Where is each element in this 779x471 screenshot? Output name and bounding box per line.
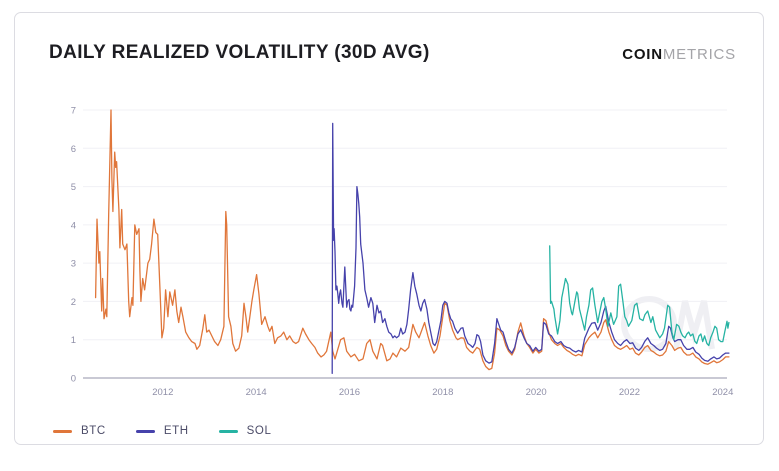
legend-label-eth: ETH xyxy=(163,425,189,437)
volatility-chart: 0 1 2 3 4 5 6 7 2012 2014 2016 2018 2020 2022 2024 xyxy=(71,106,734,399)
legend-dash-btc xyxy=(53,429,72,433)
y-tick-label: 5 xyxy=(71,182,76,193)
series-line-sol xyxy=(549,245,730,347)
coinmetrics-logo: COINMETRICS xyxy=(622,46,736,63)
x-tick-label: 2014 xyxy=(246,387,267,398)
series-line-eth xyxy=(331,122,730,375)
x-tick-label: 2012 xyxy=(152,387,173,398)
x-tick-label: 2020 xyxy=(526,387,547,398)
series-line-btc xyxy=(94,109,730,371)
y-tick-label: 4 xyxy=(71,220,76,231)
x-tick-label: 2016 xyxy=(339,387,360,398)
y-tick-label: 6 xyxy=(71,144,76,155)
chart-legend: BTC ETH SOL xyxy=(53,425,271,437)
page-title: DAILY REALIZED VOLATILITY (30D AVG) xyxy=(49,42,430,63)
y-tick-label: 1 xyxy=(71,335,76,346)
legend-dash-eth xyxy=(135,429,155,433)
y-tick-label: 3 xyxy=(71,259,76,270)
y-tick-label: 7 xyxy=(71,106,76,117)
watermark-logo xyxy=(621,296,715,352)
y-tick-label: 2 xyxy=(71,297,76,308)
legend-dash-sol xyxy=(218,429,238,433)
logo-coin: COIN xyxy=(622,46,663,63)
x-tick-label: 2024 xyxy=(712,387,733,398)
chart-card: DAILY REALIZED VOLATILITY (30D AVG) COIN… xyxy=(14,12,764,445)
legend-label-btc: BTC xyxy=(81,425,106,437)
x-tick-label: 2022 xyxy=(619,387,640,398)
x-tick-label: 2018 xyxy=(432,387,453,398)
y-tick-label: 0 xyxy=(71,374,76,385)
legend-item-eth[interactable]: ETH xyxy=(135,425,189,437)
logo-metrics: METRICS xyxy=(662,46,736,63)
legend-item-sol[interactable]: SOL xyxy=(218,425,272,437)
legend-label-sol: SOL xyxy=(246,425,272,437)
legend-item-btc[interactable]: BTC xyxy=(53,425,106,437)
page: { "header": { "title": "DAILY REALIZED V… xyxy=(14,12,764,445)
